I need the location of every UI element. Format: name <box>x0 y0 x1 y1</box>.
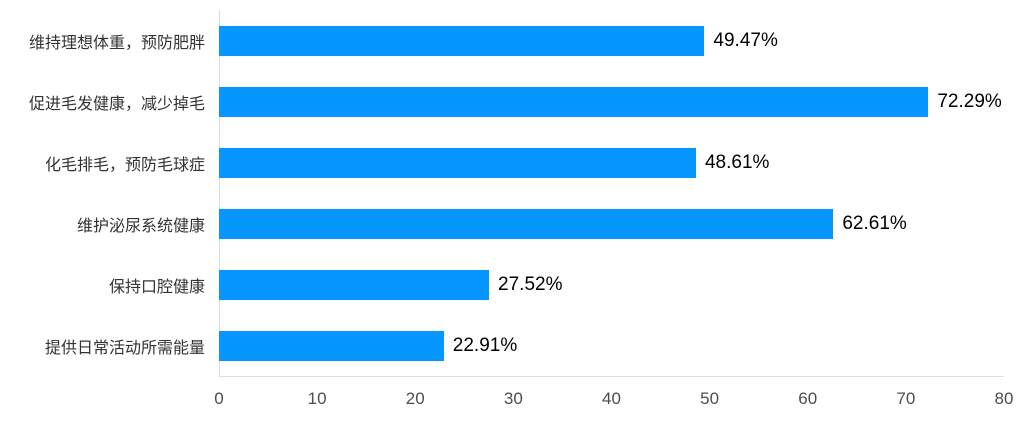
x-axis: 0 10 20 30 40 50 60 70 80 <box>214 377 1013 417</box>
x-tick-label: 10 <box>307 389 327 408</box>
value-label: 48.61% <box>704 151 770 173</box>
bar-row: 化毛排毛，预防毛球症 48.61% <box>0 132 1027 193</box>
value-label: 62.61% <box>842 213 907 235</box>
category-label: 化毛排毛，预防毛球症 <box>44 156 205 174</box>
x-tick-label: 0 <box>214 389 224 408</box>
value-label: 49.47% <box>713 29 778 51</box>
x-tick-label: 30 <box>503 389 523 408</box>
plot-area <box>219 10 1004 377</box>
category-label: 维护泌尿系统健康 <box>76 218 205 236</box>
bar <box>219 147 696 178</box>
x-tick-label: 70 <box>896 389 916 408</box>
value-label: 22.91% <box>452 335 518 357</box>
bar <box>219 25 705 56</box>
bar-row: 保持口腔健康 27.52% <box>0 255 1027 316</box>
bar-track: 48.61% <box>219 132 1027 193</box>
x-tick-label: 40 <box>602 389 621 408</box>
x-tick-label: 20 <box>405 389 425 408</box>
bar <box>219 209 834 240</box>
x-tick-label: 50 <box>700 389 720 408</box>
x-tick-label: 80 <box>994 389 1014 408</box>
bar <box>219 270 490 301</box>
bar-row: 促进毛发健康，减少掉毛 72.29% <box>0 71 1027 132</box>
bar <box>219 331 444 362</box>
bar-track: 62.61% <box>219 194 1027 255</box>
bar <box>219 86 929 117</box>
value-label: 27.52% <box>498 274 563 296</box>
bar-track: 72.29% <box>219 71 1027 132</box>
bar-row: 维护泌尿系统健康 62.61% <box>0 194 1027 255</box>
plot-rows: 维持理想体重，预防肥胖 49.47% 促进毛发健康，减少掉毛 72.29% 化毛排毛，预… <box>0 10 1027 377</box>
bar-track: 22.91% <box>219 316 1027 377</box>
bar-row: 提供日常活动所需能量 22.91% <box>0 316 1027 377</box>
value-label: 72.29% <box>937 90 1002 112</box>
category-label: 促进毛发健康，减少掉毛 <box>28 95 205 113</box>
bar-row: 维持理想体重，预防肥胖 49.47% <box>0 10 1027 71</box>
x-tick-label: 60 <box>798 389 818 408</box>
bar-track: 27.52% <box>219 255 1027 316</box>
category-label: 提供日常活动所需能量 <box>44 340 205 358</box>
category-label: 保持口腔健康 <box>108 279 205 297</box>
bar-track: 49.47% <box>219 10 1027 71</box>
category-label: 维持理想体重，预防肥胖 <box>28 34 205 52</box>
